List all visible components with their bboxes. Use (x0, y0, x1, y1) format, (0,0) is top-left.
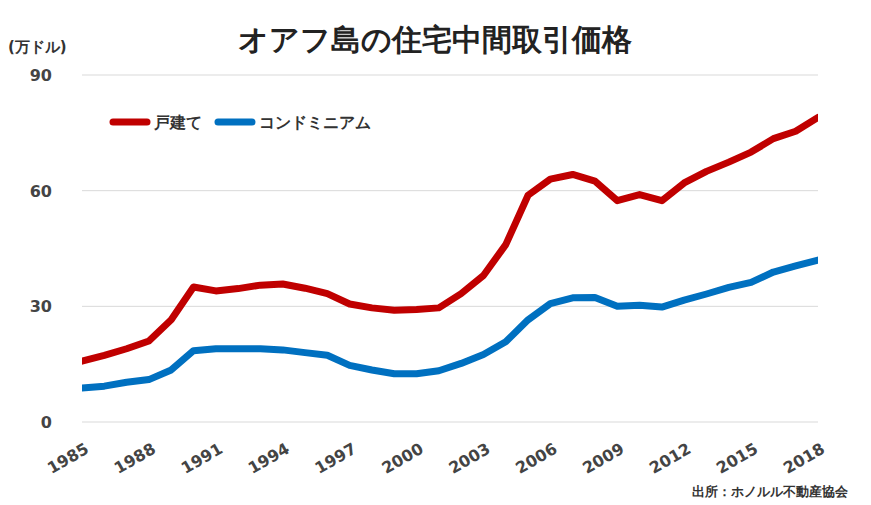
y-axis-label: (万ドル) (8, 38, 67, 56)
legend-item: 戸建て (113, 113, 202, 132)
chart: オアフ島の住宅中間取引価格 (万ドル) 0 30 60 90 1985 1988 1991 199… (0, 0, 871, 505)
x-tick-label: 2012 (646, 439, 694, 478)
plot-area (82, 117, 818, 388)
x-tick-label: 2003 (445, 439, 493, 478)
y-tick-label: 0 (41, 413, 52, 432)
x-tick-label: 1994 (245, 439, 293, 478)
grid-line (82, 306, 818, 307)
x-tick-label: 2009 (579, 439, 627, 478)
x-tick-label: 1988 (111, 439, 159, 478)
series-line (82, 117, 818, 361)
legend-swatch (113, 119, 147, 126)
y-tick-label: 60 (30, 182, 52, 201)
x-tick-label: 1997 (312, 439, 360, 478)
grid-line (82, 190, 818, 191)
grid-line (82, 422, 818, 423)
grid-line (82, 75, 818, 76)
x-tick-label: 2018 (780, 439, 828, 478)
y-tick-label: 90 (30, 66, 52, 85)
source-note: 出所：ホノルル不動産協会 (692, 484, 849, 499)
x-tick-label: 2000 (378, 439, 426, 478)
series-line (82, 260, 818, 388)
legend-label: コンドミニアム (259, 113, 371, 132)
legend-label: 戸建て (153, 113, 202, 132)
x-tick-label: 2015 (713, 439, 761, 478)
legend-item: コンドミニアム (218, 113, 371, 132)
x-tick-label: 2006 (512, 439, 560, 478)
x-tick-label: 1985 (44, 439, 92, 478)
y-tick-label: 30 (30, 297, 52, 316)
title: オアフ島の住宅中間取引価格 (238, 22, 632, 57)
legend-swatch (218, 119, 252, 126)
x-tick-label: 1991 (178, 439, 226, 478)
